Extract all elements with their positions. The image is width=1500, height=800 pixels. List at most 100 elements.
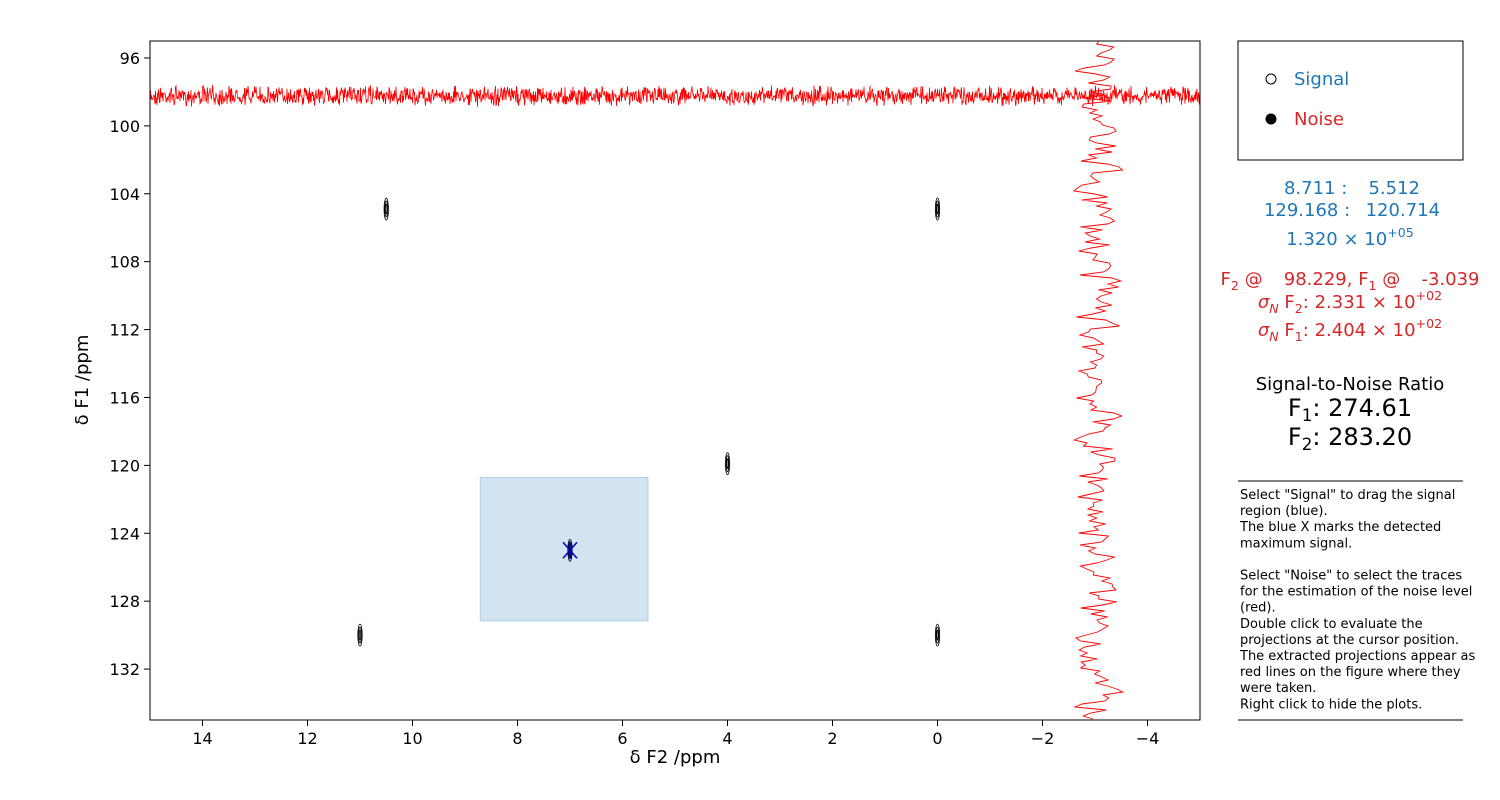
info-line: σN F2: 2.331 × 10+02 xyxy=(1258,288,1442,316)
x-tick-label: 8 xyxy=(512,729,522,748)
text-part: : 274.61 xyxy=(1312,394,1412,422)
help-line: Select "Noise" to select the traces xyxy=(1240,569,1462,584)
info-line: F2 @ 98.229, F1 @ -3.039 xyxy=(1221,269,1480,293)
text-part: : 2.331 × 10 xyxy=(1303,292,1416,313)
text-part: 129.168 xyxy=(1264,200,1338,221)
noise-trace-horizontal xyxy=(150,84,1200,108)
help-line: (red). xyxy=(1240,601,1276,616)
text-part: F xyxy=(1279,292,1295,313)
text-part: +05 xyxy=(1387,225,1414,240)
x-tick-label: 6 xyxy=(617,729,627,748)
y-tick-label: 112 xyxy=(109,321,140,340)
noise-trace-vertical xyxy=(1072,41,1125,720)
contour-ring xyxy=(724,452,731,476)
text-part: 1 xyxy=(1302,405,1313,425)
text-part: 2 xyxy=(1231,278,1239,293)
contour-ring xyxy=(385,203,388,215)
y-tick-label: 104 xyxy=(109,185,140,204)
info-line: 1.320 × 10+05 xyxy=(1286,225,1414,250)
peak xyxy=(383,197,389,221)
text-part: +02 xyxy=(1416,316,1443,331)
info-line: F2: 283.20 xyxy=(1288,423,1412,454)
radio-label: Noise xyxy=(1294,109,1344,130)
contour-ring xyxy=(567,538,573,562)
text-part: 98.229 xyxy=(1284,269,1347,290)
text-part: 120.714 xyxy=(1366,200,1440,221)
help-line: region (blue). xyxy=(1240,504,1328,519)
y-tick-label: 108 xyxy=(109,253,140,272)
help-line: for the estimation of the noise level xyxy=(1240,585,1472,600)
help-line: maximum signal. xyxy=(1240,536,1352,551)
contour-ring xyxy=(936,629,939,641)
text-part: : 2.404 × 10 xyxy=(1303,320,1416,341)
help-line: The blue X marks the detected xyxy=(1239,520,1441,535)
y-tick-label: 120 xyxy=(109,456,140,475)
text-part: 2 xyxy=(1302,434,1313,454)
contour-ring xyxy=(358,629,362,641)
text-part: +02 xyxy=(1416,288,1443,303)
info-line: σN F1: 2.404 × 10+02 xyxy=(1258,316,1442,344)
x-tick-label: −2 xyxy=(1031,729,1055,748)
text-part: 5.512 xyxy=(1368,178,1420,199)
contour-ring xyxy=(935,200,940,218)
x-axis-label: δ F2 /ppm xyxy=(630,747,721,768)
help-line: red lines on the figure where they xyxy=(1240,665,1461,680)
x-tick-label: 10 xyxy=(402,729,422,748)
info-line: 8.711 : 5.512 xyxy=(1284,178,1420,199)
text-part: σ xyxy=(1258,292,1270,313)
x-tick-label: 4 xyxy=(722,729,732,748)
radio-option[interactable]: Signal xyxy=(1265,69,1349,90)
contour-ring xyxy=(384,200,389,218)
text-part: F xyxy=(1221,269,1231,290)
y-tick-label: 100 xyxy=(109,117,140,136)
contour-ring xyxy=(726,458,729,470)
y-tick-label: 128 xyxy=(109,592,140,611)
x-tick-label: 2 xyxy=(827,729,837,748)
help-line: The extracted projections appear as xyxy=(1239,649,1476,664)
text-part: F xyxy=(1279,320,1295,341)
y-tick-label: 124 xyxy=(109,524,140,543)
contour-ring xyxy=(936,203,939,215)
text-part: : xyxy=(1336,178,1365,199)
x-tick-label: 12 xyxy=(297,729,317,748)
text-part: @ xyxy=(1239,269,1280,290)
text-part: @ xyxy=(1377,269,1418,290)
radio-label: Signal xyxy=(1294,69,1349,90)
contour-ring xyxy=(935,626,940,644)
text-part: σ xyxy=(1258,320,1270,341)
help-line: Select "Signal" to drag the signal xyxy=(1240,488,1455,503)
contour-ring xyxy=(358,626,362,644)
text-part: F xyxy=(1288,394,1302,422)
help-line: projections at the cursor position. xyxy=(1240,633,1459,648)
contour-ring xyxy=(383,197,389,221)
peak xyxy=(357,623,363,647)
radio-button xyxy=(1265,113,1277,125)
text-part: 2 xyxy=(1295,301,1303,316)
peak xyxy=(934,197,941,221)
help-line: Double click to evaluate the xyxy=(1240,617,1423,632)
text-part: 8.711 xyxy=(1284,178,1336,199)
y-tick-label: 116 xyxy=(109,388,140,407)
text-part: 1.320 × 10 xyxy=(1286,229,1387,250)
axes-frame xyxy=(149,40,1201,721)
peak xyxy=(724,452,731,476)
radio-box xyxy=(1237,40,1464,161)
x-tick-label: 14 xyxy=(192,729,212,748)
y-tick-label: 96 xyxy=(120,49,140,68)
text-part: F xyxy=(1288,423,1302,451)
y-tick-label: 132 xyxy=(109,660,140,679)
info-line: 129.168 : 120.714 xyxy=(1264,200,1440,221)
text-part: 1 xyxy=(1369,278,1377,293)
contour-ring xyxy=(934,623,941,647)
contour-ring xyxy=(357,623,363,647)
text-part: : 283.20 xyxy=(1312,423,1412,451)
x-tick-label: 0 xyxy=(932,729,942,748)
contour-ring xyxy=(725,455,730,473)
text-part: : xyxy=(1338,200,1361,221)
radio-option[interactable]: Noise xyxy=(1265,109,1344,130)
x-tick-label: −4 xyxy=(1136,729,1160,748)
snr-title: Signal-to-Noise Ratio xyxy=(1256,374,1445,395)
text-part: N xyxy=(1269,301,1279,316)
